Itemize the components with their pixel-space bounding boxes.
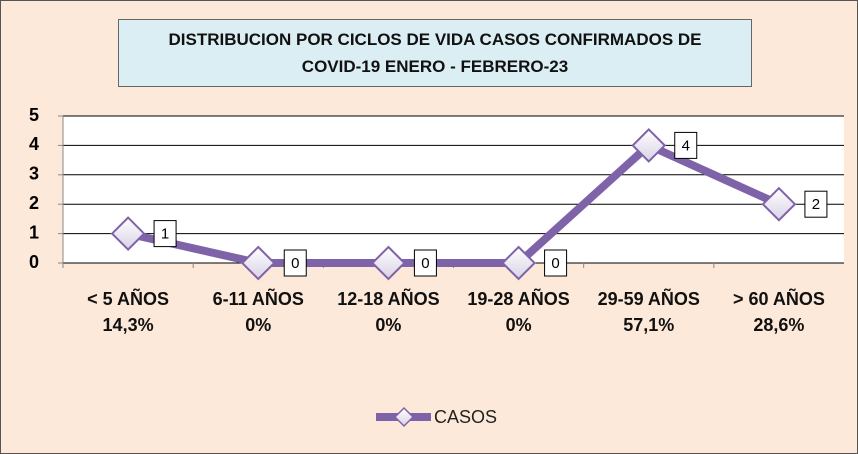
legend-marker	[393, 406, 415, 428]
x-tick-label: 12-18 AÑOS 0%	[337, 289, 440, 335]
x-tick-label: 6-11 AÑOS 0%	[212, 289, 304, 335]
y-tick-label: 1	[29, 222, 39, 242]
data-label-box	[804, 190, 828, 218]
data-label: 4	[682, 137, 690, 154]
data-label-box	[544, 249, 568, 277]
marker	[240, 245, 276, 281]
data-label: 0	[551, 255, 559, 272]
marker	[371, 245, 406, 281]
data-label: 2	[812, 196, 820, 213]
marker	[501, 245, 536, 281]
y-tick-label: 4	[29, 134, 39, 154]
legend-label: CASOS	[434, 407, 497, 427]
chart-title: DISTRIBUCION POR CICLOS DE VIDA CASOS CO…	[118, 19, 752, 87]
data-label: 0	[421, 255, 429, 272]
plot-area	[63, 116, 844, 263]
y-tick-label: 3	[29, 164, 39, 184]
y-tick-label: 5	[29, 105, 39, 125]
series-line	[127, 141, 781, 267]
x-tick-label: 29-59 AÑOS 57,1%	[597, 289, 700, 335]
marker	[761, 186, 797, 222]
y-tick-label: 2	[29, 193, 39, 213]
data-label-box	[413, 249, 437, 277]
data-label: 1	[161, 226, 169, 243]
marker	[631, 127, 667, 163]
y-tick-label: 0	[29, 252, 39, 272]
data-label: 0	[291, 255, 299, 272]
marker	[110, 216, 146, 252]
data-label-box	[153, 220, 177, 248]
data-label-box	[674, 131, 698, 159]
x-tick-label: > 60 AÑOS 28,6%	[732, 289, 825, 335]
x-tick-label: 19-28 AÑOS 0%	[467, 289, 570, 335]
x-tick-label: < 5 AÑOS 14,3%	[87, 289, 170, 335]
data-label-box	[283, 249, 307, 277]
